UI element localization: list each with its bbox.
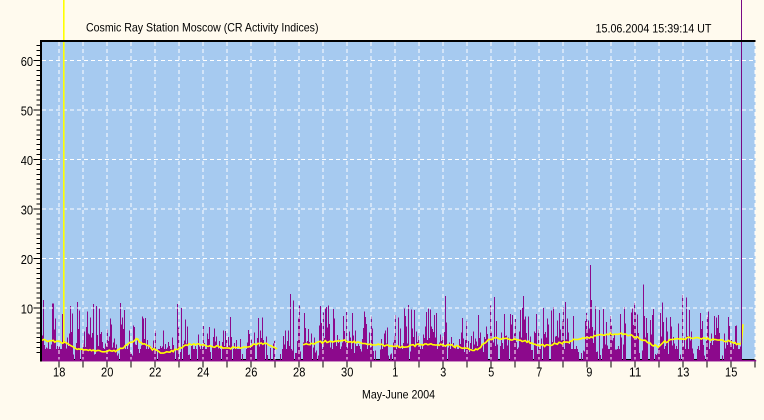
svg-text:22: 22 bbox=[149, 366, 161, 380]
svg-text:50: 50 bbox=[21, 104, 33, 118]
svg-text:40: 40 bbox=[21, 154, 33, 168]
svg-text:13: 13 bbox=[677, 366, 689, 380]
svg-text:60: 60 bbox=[21, 55, 33, 69]
svg-text:Cosmic Ray Station Moscow (CR: Cosmic Ray Station Moscow (CR Activity I… bbox=[86, 21, 319, 35]
svg-text:7: 7 bbox=[536, 366, 542, 380]
svg-text:3: 3 bbox=[440, 366, 446, 380]
svg-text:30: 30 bbox=[341, 366, 353, 380]
svg-text:15.06.2004 15:39:14 UT: 15.06.2004 15:39:14 UT bbox=[596, 22, 713, 36]
svg-text:5: 5 bbox=[488, 366, 494, 380]
svg-text:11: 11 bbox=[629, 366, 641, 380]
svg-text:20: 20 bbox=[21, 253, 33, 267]
svg-text:28: 28 bbox=[293, 366, 305, 380]
svg-text:9: 9 bbox=[586, 366, 592, 380]
svg-text:26: 26 bbox=[245, 366, 257, 380]
svg-text:10: 10 bbox=[21, 302, 33, 316]
svg-text:20: 20 bbox=[101, 366, 113, 380]
svg-text:1: 1 bbox=[392, 366, 398, 380]
svg-text:May-June 2004: May-June 2004 bbox=[362, 388, 435, 402]
svg-text:18: 18 bbox=[53, 366, 65, 380]
svg-text:30: 30 bbox=[21, 203, 33, 217]
svg-text:15: 15 bbox=[725, 366, 737, 380]
svg-text:24: 24 bbox=[197, 366, 209, 380]
